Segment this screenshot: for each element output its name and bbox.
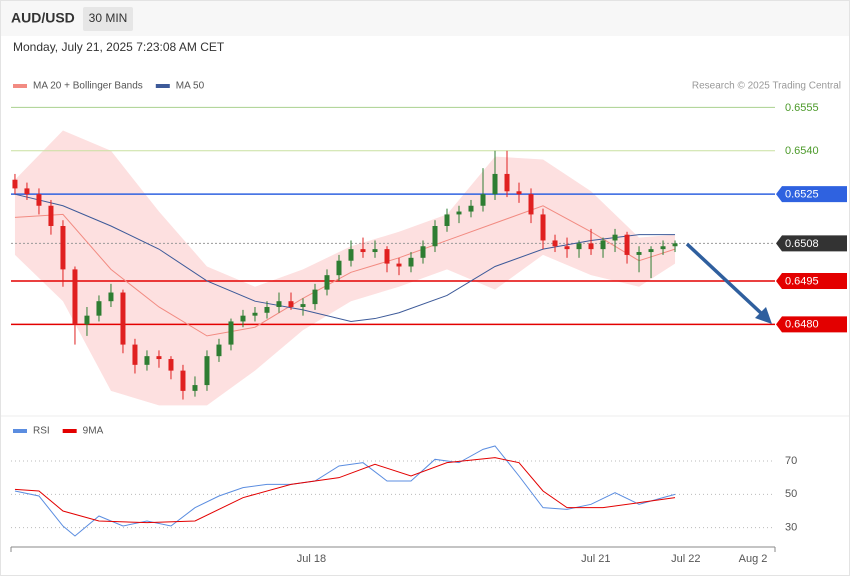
forecast-arrowhead [755,307,772,324]
rsi-ma-line [14,457,676,524]
legend-swatch [13,84,27,88]
level-label: 0.6495 [785,275,819,287]
candle-body [216,344,222,357]
candle-body [312,289,318,305]
timeframe-box [83,7,133,31]
candle-body [300,304,306,307]
candle-body [432,226,438,247]
ma20-line [14,205,676,337]
level-label: 0.6555 [785,102,819,114]
candle-body [204,356,210,386]
candle-body [648,249,654,253]
candle-body [84,315,90,325]
candle-body [348,249,354,261]
x-tick-label: Jul 18 [297,553,326,565]
candle-body [480,194,486,206]
candle-body [132,344,138,365]
candle-body [528,194,534,215]
candle-body [192,385,198,391]
candle-body [324,275,330,290]
x-tick-label: Jul 22 [671,553,700,565]
candle-body [156,356,162,360]
level-label: 0.6525 [785,189,819,201]
candle-body [372,249,378,253]
candle-body [444,214,450,226]
y-tick-label: 50 [785,488,797,500]
candle-body [624,234,630,255]
candle-body [408,257,414,267]
legend-label: MA 50 [176,81,205,92]
candle-body [180,370,186,391]
candle-body [600,240,606,250]
candle-body [672,243,678,247]
candle-body [144,356,150,365]
candle-body [228,321,234,345]
candle-body [60,226,66,270]
candle-body [360,249,366,253]
level-label: 0.6480 [785,319,819,331]
legend-label: RSI [33,426,50,437]
candle-body [264,306,270,313]
legend-swatch [62,429,77,433]
candle-body [72,269,78,325]
y-tick-label: 70 [785,455,797,467]
header-bar [1,1,849,36]
candle-body [492,173,498,195]
candle-body [516,191,522,195]
candle-body [96,301,102,316]
rsi-panel: RSI 9MA 30 50 70 Jul 18 Jul 21 Jul 22 Aug 2 [11,426,797,565]
candle-body [108,292,114,302]
candle-body [384,249,390,264]
level-tag [776,186,847,203]
candle-body [420,246,426,258]
bollinger-band [14,130,676,406]
candle-body [576,243,582,250]
legend-label: 9MA [83,426,104,437]
candle-body [540,214,546,241]
candle-body [504,173,510,192]
forecast-arrow [685,242,764,316]
candle-body [636,252,642,255]
candle-body [588,243,594,250]
credit: Research © 2025 Trading Central [692,81,841,92]
candle-body [468,205,474,212]
symbol: AUD/USD [11,10,75,26]
level-label: 0.6540 [785,145,819,157]
level-tag [776,272,847,289]
candle-body [396,263,402,267]
candle-body [456,211,462,215]
candle-body [252,312,258,316]
candle-body [120,292,126,345]
legend-swatch [13,429,27,433]
candle-body [660,246,666,250]
price-panel: 0.6555 0.6540 0.6525 0.6508 0.6495 0.6480 MA 2… [11,81,847,406]
timeframe: 30 MIN [89,11,128,25]
candle-body [612,234,618,241]
legend-label: MA 20 + Bollinger Bands [33,81,143,92]
x-tick-label: Aug 2 [739,553,768,565]
legend-swatch [155,84,170,88]
candle-body [24,188,30,195]
candle-body [36,194,42,206]
candle-body [336,260,342,276]
level-tag [776,316,847,333]
candle-body [552,240,558,247]
x-tick-label: Jul 21 [581,553,610,565]
level-label: 0.6508 [785,238,819,250]
candle-body [288,301,294,307]
y-tick-label: 30 [785,522,797,534]
candle-body [12,179,18,189]
candle-body [240,315,246,322]
candle-body [276,301,282,307]
candle-body [48,205,54,226]
timestamp: Monday, July 21, 2025 7:23:08 AM CET [13,40,225,54]
level-tag [776,235,847,252]
rsi-line [14,445,676,537]
candle-body [564,246,570,250]
candle-body [168,359,174,371]
